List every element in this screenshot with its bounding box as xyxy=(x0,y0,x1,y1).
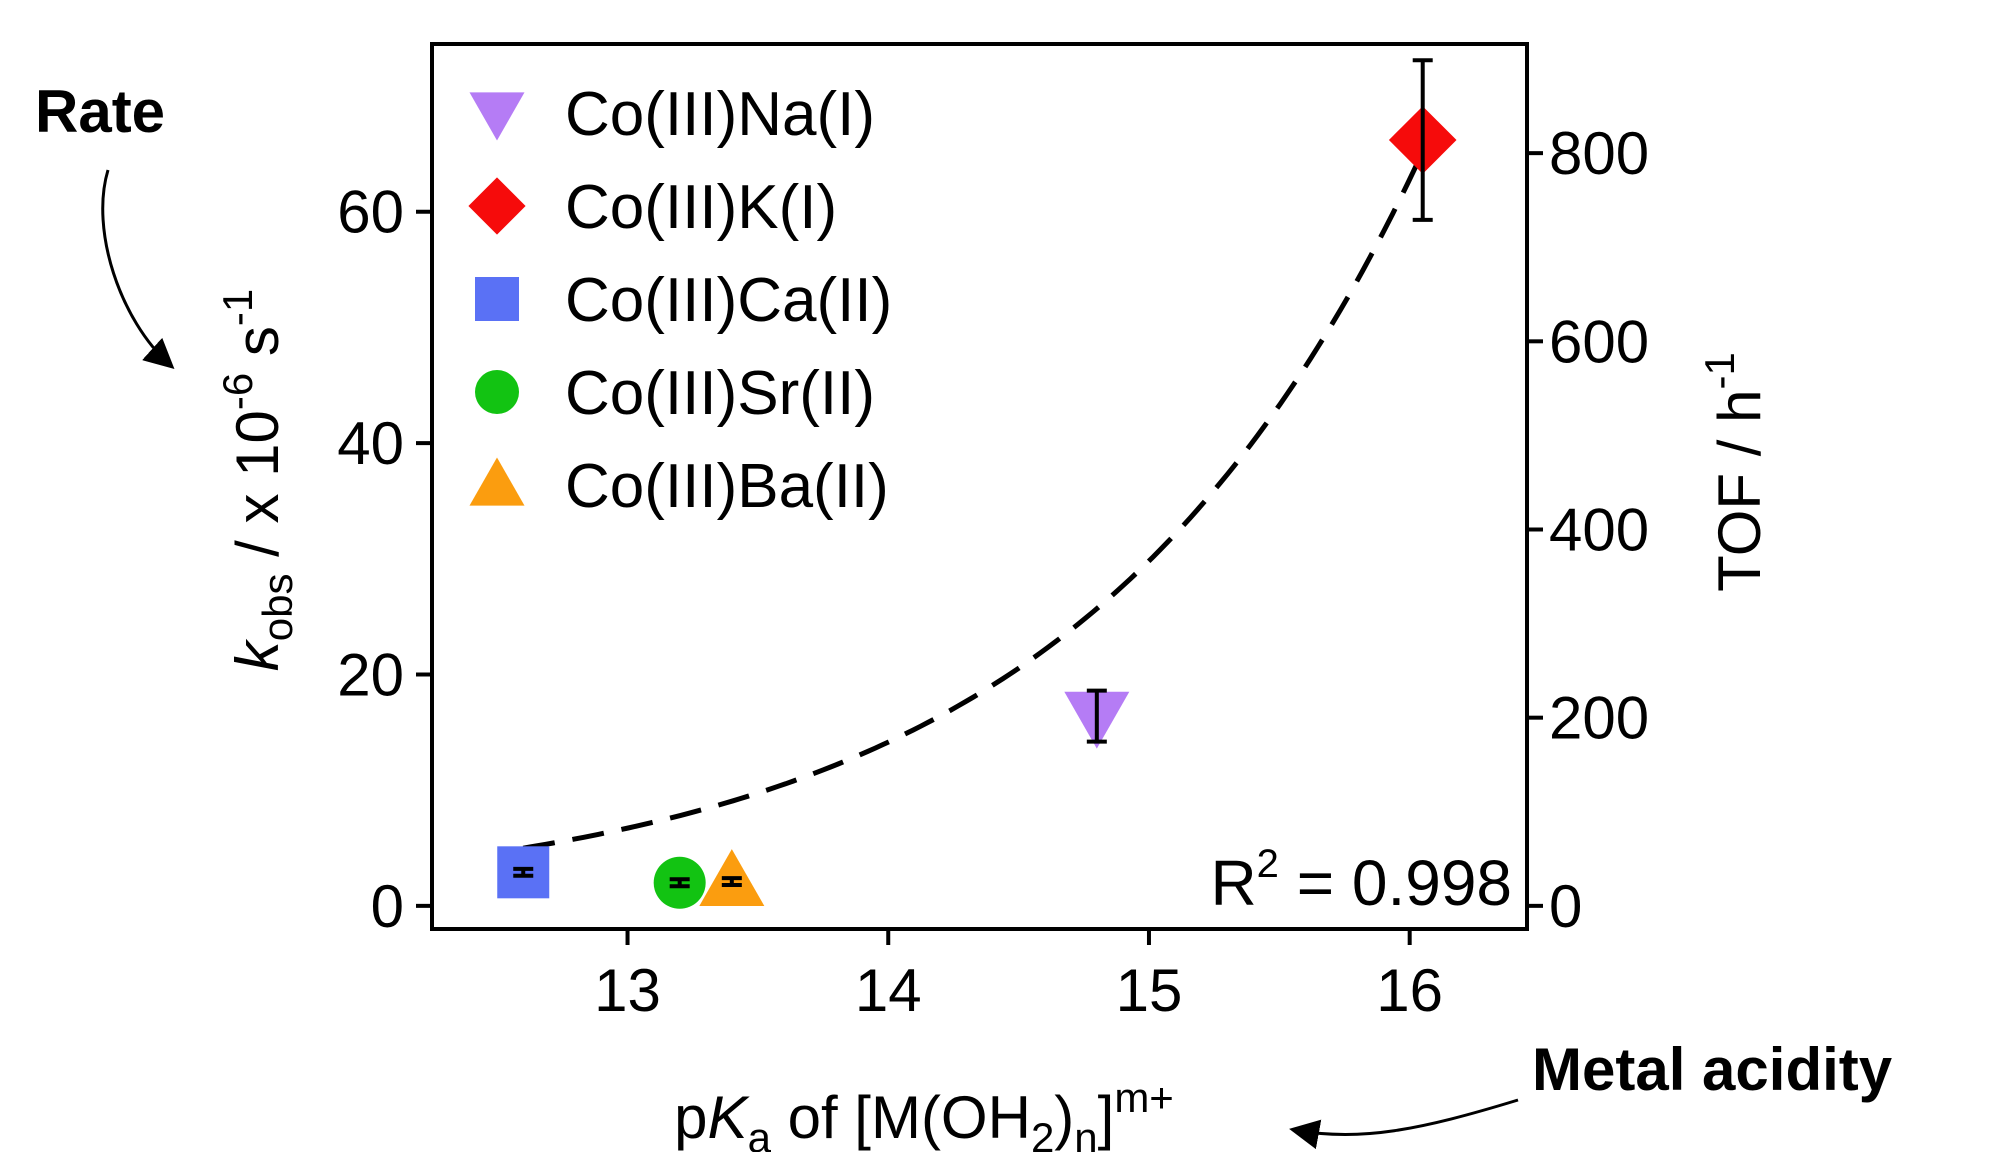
left-axis-ticks: 0 20 40 60 xyxy=(337,179,432,940)
legend-label: Co(III)Ba(II) xyxy=(565,452,889,521)
x-axis-ticks: 13 14 15 16 xyxy=(594,929,1443,1024)
legend-marker-triangle-up xyxy=(469,457,525,506)
left-tick-label: 40 xyxy=(337,410,404,477)
rate-arrow xyxy=(101,169,175,370)
right-tick-label: 0 xyxy=(1549,873,1582,940)
left-y-axis-title: kobs / x 10-6 s-1 xyxy=(214,289,301,672)
right-tick-label: 200 xyxy=(1549,685,1649,752)
right-tick-label: 400 xyxy=(1549,496,1649,563)
legend-marker-triangle-down xyxy=(469,92,525,141)
legend-label: Co(III)Sr(II) xyxy=(565,359,875,428)
left-tick-label: 20 xyxy=(337,641,404,708)
metal-acidity-arrow xyxy=(1289,1098,1519,1150)
right-y-axis-title: TOF / h-1 xyxy=(1696,352,1773,592)
left-tick-label: 0 xyxy=(371,873,404,940)
metal-acidity-annotation: Metal acidity xyxy=(1532,1036,1893,1103)
x-tick-label: 16 xyxy=(1376,957,1443,1024)
rate-annotation: Rate xyxy=(35,78,165,145)
x-tick-label: 13 xyxy=(594,957,661,1024)
legend-label: Co(III)K(I) xyxy=(565,173,837,242)
legend-marker-diamond xyxy=(468,177,526,235)
right-tick-label: 800 xyxy=(1549,120,1649,187)
legend-marker-square xyxy=(475,277,519,321)
r-squared-label: R2 = 0.998 xyxy=(1210,842,1512,919)
right-tick-label: 600 xyxy=(1549,308,1649,375)
plot-frame xyxy=(430,42,1529,931)
legend-marker-circle xyxy=(475,370,519,414)
fit-curve xyxy=(522,150,1425,851)
legend-label: Co(III)Ca(II) xyxy=(565,266,892,335)
left-tick-label: 60 xyxy=(337,179,404,246)
x-tick-label: 15 xyxy=(1116,957,1183,1024)
right-axis-ticks: 0 200 400 600 800 xyxy=(1527,120,1649,940)
legend-label: Co(III)Na(I) xyxy=(565,80,875,149)
x-axis-title: pKa of [M(OH2)n]m+ xyxy=(674,1074,1174,1152)
x-tick-label: 14 xyxy=(855,957,922,1024)
data-points xyxy=(497,58,1457,909)
legend: Co(III)Na(I) Co(III)K(I) Co(III)Ca(II) Co(I… xyxy=(468,80,892,521)
